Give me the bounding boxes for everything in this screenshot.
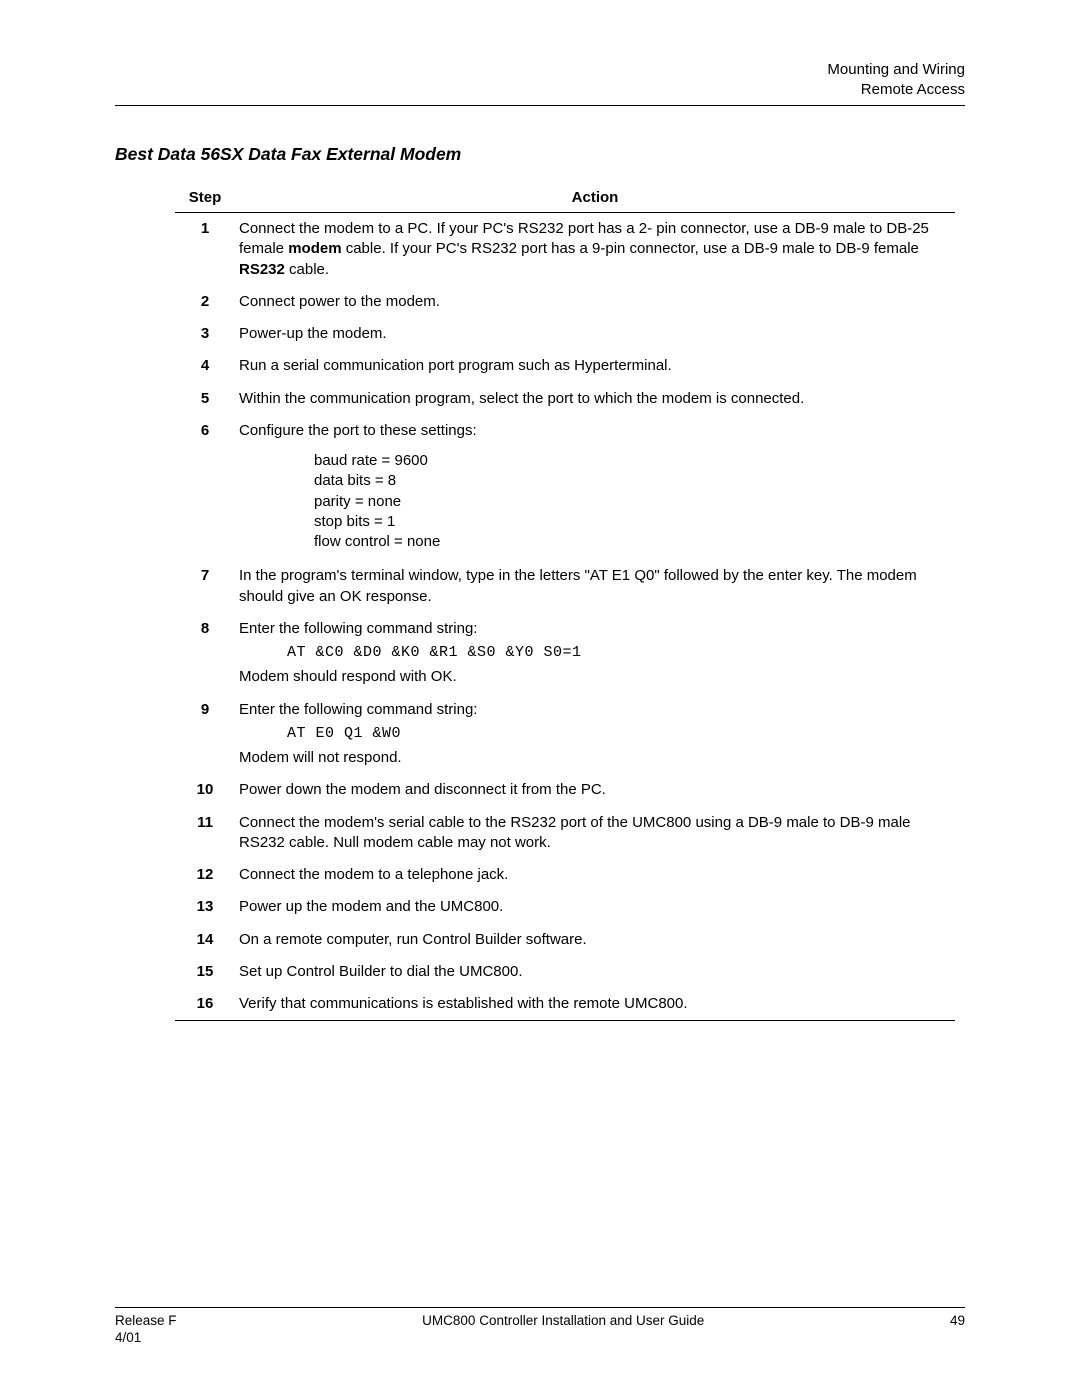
settings-block: baud rate = 9600data bits = 8parity = no… — [314, 451, 951, 552]
table-header-row: Step Action — [175, 183, 955, 213]
table-row: 3Power-up the modem. — [175, 318, 955, 350]
action-text: Connect the modem to a telephone jack. — [239, 865, 951, 885]
step-number: 15 — [175, 956, 235, 988]
step-number: 5 — [175, 383, 235, 415]
table-row: 10Power down the modem and disconnect it… — [175, 774, 955, 806]
step-action: Configure the port to these settings: bau… — [235, 415, 955, 561]
table-row: 4Run a serial communication port program… — [175, 350, 955, 382]
settings-line: parity = none — [314, 492, 951, 512]
step-action: In the program's terminal window, type i… — [235, 560, 955, 613]
action-text: Configure the port to these settings: — [239, 421, 951, 441]
table-row: 5Within the communication program, selec… — [175, 383, 955, 415]
step-number: 2 — [175, 286, 235, 318]
step-action: Verify that communications is establishe… — [235, 988, 955, 1021]
section-title: Best Data 56SX Data Fax External Modem — [115, 144, 965, 165]
step-number: 10 — [175, 774, 235, 806]
col-header-action: Action — [235, 183, 955, 213]
step-action: Enter the following command string: AT E0… — [235, 694, 955, 775]
action-text: Enter the following command string: — [239, 619, 951, 639]
footer-left: Release F 4/01 — [115, 1312, 177, 1347]
action-text: In the program's terminal window, type i… — [239, 566, 951, 607]
step-number: 6 — [175, 415, 235, 561]
action-text: Run a serial communication port program … — [239, 356, 951, 376]
table-row: 14On a remote computer, run Control Buil… — [175, 924, 955, 956]
table-row: 6Configure the port to these settings: ba… — [175, 415, 955, 561]
action-text: Connect the modem's serial cable to the … — [239, 813, 951, 854]
action-text: Connect power to the modem. — [239, 292, 951, 312]
table-row: 8Enter the following command string: AT &… — [175, 613, 955, 694]
footer-release: Release F — [115, 1313, 177, 1328]
step-action: Power down the modem and disconnect it f… — [235, 774, 955, 806]
action-text: Within the communication program, select… — [239, 389, 951, 409]
step-action: Connect the modem to a telephone jack. — [235, 859, 955, 891]
action-subtext: Modem will not respond. — [239, 748, 951, 768]
table-row: 2Connect power to the modem. — [175, 286, 955, 318]
step-action: Connect the modem to a PC. If your PC's … — [235, 213, 955, 286]
header-rule — [115, 105, 965, 106]
step-action: Power up the modem and the UMC800. — [235, 891, 955, 923]
header-line-1: Mounting and Wiring — [115, 60, 965, 80]
settings-line: data bits = 8 — [314, 471, 951, 491]
table-row: 12Connect the modem to a telephone jack. — [175, 859, 955, 891]
step-action: On a remote computer, run Control Builde… — [235, 924, 955, 956]
table-row: 7In the program's terminal window, type … — [175, 560, 955, 613]
step-action: Power-up the modem. — [235, 318, 955, 350]
action-text: Connect the modem to a PC. If your PC's … — [239, 219, 951, 280]
step-action: Run a serial communication port program … — [235, 350, 955, 382]
step-number: 4 — [175, 350, 235, 382]
table-row: 9Enter the following command string: AT E… — [175, 694, 955, 775]
action-text: Power up the modem and the UMC800. — [239, 897, 951, 917]
step-number: 1 — [175, 213, 235, 286]
step-action: Connect the modem's serial cable to the … — [235, 807, 955, 860]
footer-row: Release F 4/01 UMC800 Controller Install… — [115, 1312, 965, 1347]
page: Mounting and Wiring Remote Access Best D… — [0, 0, 1080, 1397]
settings-line: stop bits = 1 — [314, 512, 951, 532]
step-number: 7 — [175, 560, 235, 613]
action-text: Verify that communications is establishe… — [239, 994, 951, 1014]
page-header: Mounting and Wiring Remote Access — [115, 60, 965, 99]
step-number: 13 — [175, 891, 235, 923]
action-subtext: Modem should respond with OK. — [239, 667, 951, 687]
table-row: 16Verify that communications is establis… — [175, 988, 955, 1021]
action-text: Power-up the modem. — [239, 324, 951, 344]
step-number: 14 — [175, 924, 235, 956]
footer-center: UMC800 Controller Installation and User … — [177, 1312, 950, 1347]
steps-table: Step Action 1Connect the modem to a PC. … — [175, 183, 955, 1021]
step-number: 8 — [175, 613, 235, 694]
table-row: 11Connect the modem's serial cable to th… — [175, 807, 955, 860]
step-action: Connect power to the modem. — [235, 286, 955, 318]
table-row: 15Set up Control Builder to dial the UMC… — [175, 956, 955, 988]
step-action: Set up Control Builder to dial the UMC80… — [235, 956, 955, 988]
action-text: On a remote computer, run Control Builde… — [239, 930, 951, 950]
step-number: 12 — [175, 859, 235, 891]
step-action: Within the communication program, select… — [235, 383, 955, 415]
footer-date: 4/01 — [115, 1330, 141, 1345]
action-text: Set up Control Builder to dial the UMC80… — [239, 962, 951, 982]
command-string: AT &C0 &D0 &K0 &R1 &S0 &Y0 S0=1 — [287, 643, 951, 663]
action-text: Enter the following command string: — [239, 700, 951, 720]
table-row: 1Connect the modem to a PC. If your PC's… — [175, 213, 955, 286]
step-number: 3 — [175, 318, 235, 350]
command-string: AT E0 Q1 &W0 — [287, 724, 951, 744]
settings-line: baud rate = 9600 — [314, 451, 951, 471]
table-row: 13Power up the modem and the UMC800. — [175, 891, 955, 923]
header-line-2: Remote Access — [115, 80, 965, 100]
settings-line: flow control = none — [314, 532, 951, 552]
step-action: Enter the following command string: AT &C… — [235, 613, 955, 694]
action-text: Power down the modem and disconnect it f… — [239, 780, 951, 800]
col-header-step: Step — [175, 183, 235, 213]
footer-rule — [115, 1307, 965, 1308]
step-number: 9 — [175, 694, 235, 775]
step-number: 16 — [175, 988, 235, 1021]
footer-page-number: 49 — [950, 1312, 965, 1347]
page-footer: Release F 4/01 UMC800 Controller Install… — [115, 1307, 965, 1347]
step-number: 11 — [175, 807, 235, 860]
